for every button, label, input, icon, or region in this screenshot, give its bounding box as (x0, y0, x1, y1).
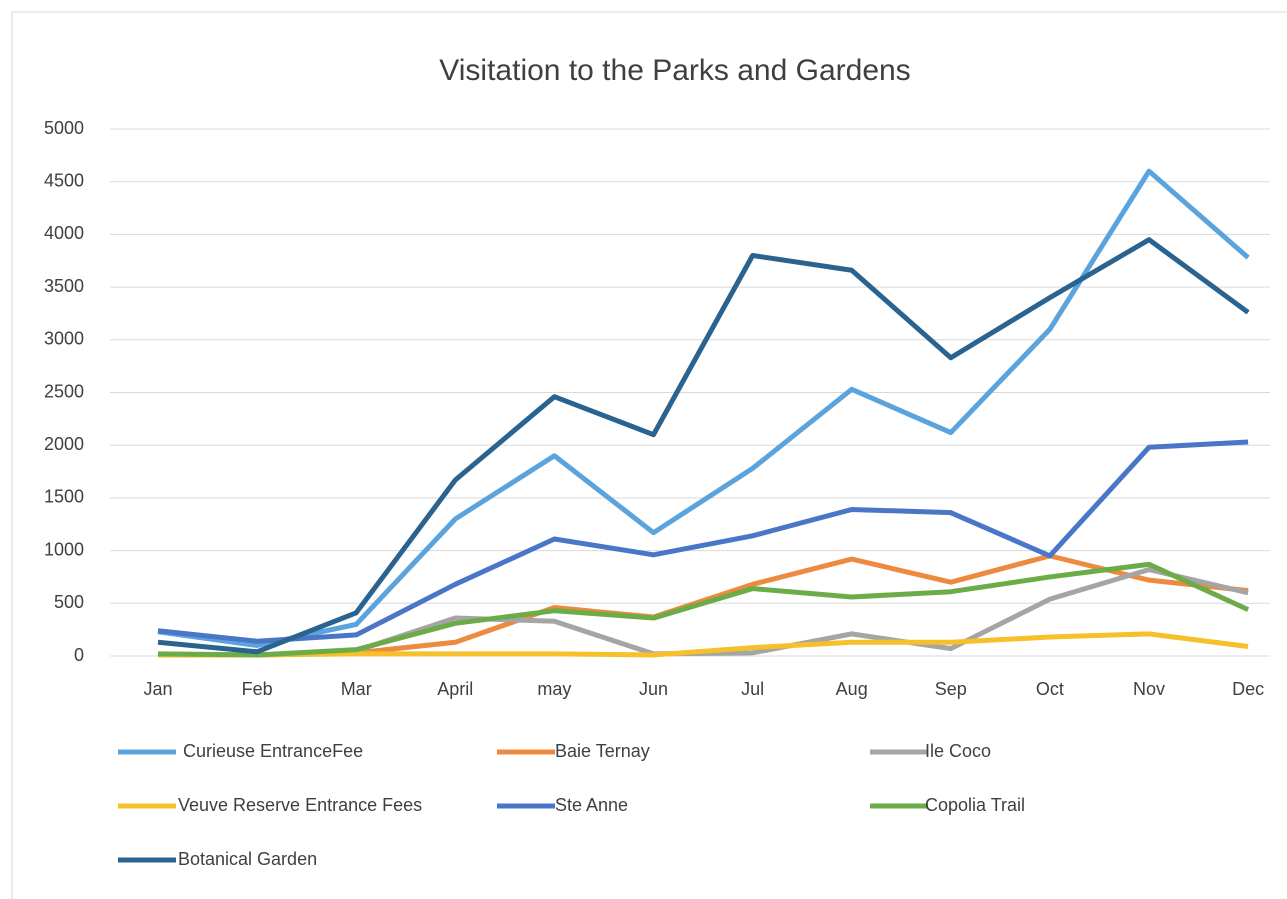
y-tick-label: 500 (54, 592, 84, 612)
x-tick-label: Aug (836, 679, 868, 699)
legend-label: Ile Coco (925, 741, 991, 761)
x-tick-label: April (437, 679, 473, 699)
y-tick-label: 1500 (44, 487, 84, 507)
x-tick-label: Nov (1133, 679, 1165, 699)
y-tick-label: 2500 (44, 381, 84, 401)
chart-title: Visitation to the Parks and Gardens (439, 54, 910, 87)
y-tick-label: 0 (74, 645, 84, 665)
y-tick-label: 2000 (44, 434, 84, 454)
series-line (157, 561, 1250, 658)
y-tick-label: 4000 (44, 223, 84, 243)
legend-label: Baie Ternay (555, 741, 650, 761)
x-tick-label: Mar (341, 679, 372, 699)
x-tick-label: Jan (143, 679, 172, 699)
series-line (158, 631, 1249, 658)
x-tick-label: Jul (741, 679, 764, 699)
legend-label: Ste Anne (555, 795, 628, 815)
chart-frame (11, 11, 1287, 899)
legend-label: Veuve Reserve Entrance Fees (178, 795, 422, 815)
legend-label: Curieuse EntranceFee (183, 741, 363, 761)
x-tick-label: Sep (935, 679, 967, 699)
x-tick-label: may (537, 679, 571, 699)
x-tick-label: Jun (639, 679, 668, 699)
series-line (157, 439, 1249, 644)
y-tick-label: 1000 (44, 539, 84, 559)
legend-label: Botanical Garden (178, 849, 317, 869)
x-tick-label: Oct (1036, 679, 1064, 699)
y-tick-label: 3000 (44, 329, 84, 349)
series-line (158, 567, 1249, 658)
y-tick-label: 5000 (44, 118, 84, 138)
x-tick-label: Feb (242, 679, 273, 699)
y-tick-label: 4500 (44, 170, 84, 190)
x-tick-label: Dec (1232, 679, 1264, 699)
series-line (157, 237, 1250, 655)
series-line (157, 168, 1250, 648)
y-tick-label: 3500 (44, 276, 84, 296)
legend-label: Copolia Trail (925, 795, 1025, 815)
